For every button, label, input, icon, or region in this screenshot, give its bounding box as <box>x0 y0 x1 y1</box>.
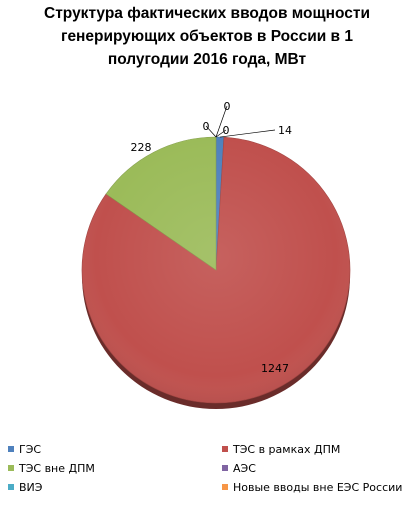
legend-swatch-4 <box>222 465 228 471</box>
legend-item-2: ТЭС в рамках ДПМ <box>222 443 340 457</box>
legend-item-5: ВИЭ <box>8 481 42 495</box>
legend-label-4: АЭС <box>233 462 256 475</box>
data-label-4: 0 <box>203 120 210 133</box>
legend-label-6: Новые вводы вне ЕЭС России <box>233 481 403 494</box>
legend-item-4: АЭС <box>222 462 256 476</box>
data-label-6: 0 <box>223 124 230 137</box>
pie-slices <box>81 136 351 409</box>
chart-title-line-3: полугодии 2016 года, МВт <box>107 51 307 68</box>
data-label-2: 1247 <box>261 362 289 375</box>
data-label-5: 0 <box>224 100 231 113</box>
legend-item-6: Новые вводы вне ЕЭС России <box>222 481 402 495</box>
legend-label-5: ВИЭ <box>19 481 43 494</box>
chart-title-line-2: генерирующих объектов в России в 1 <box>60 28 354 45</box>
legend-swatch-6 <box>222 484 228 490</box>
legend-item-1: ГЭС <box>8 443 41 457</box>
chart-title-line-1: Структура фактических вводов мощности <box>44 5 370 22</box>
chart-title: Структура фактических вводов мощности ге… <box>0 2 414 71</box>
legend-item-3: ТЭС вне ДПМ <box>8 462 95 476</box>
legend-swatch-2 <box>222 446 228 452</box>
leader-line-4 <box>205 125 217 138</box>
leader-line-1 <box>219 129 276 138</box>
data-label-1: 14 <box>278 124 292 137</box>
legend-swatch-1 <box>8 446 14 452</box>
leader-line-6 <box>215 129 227 138</box>
leader-line-5 <box>215 105 228 138</box>
legend-label-2: ТЭС в рамках ДПМ <box>233 443 341 456</box>
data-label-3: 228 <box>131 141 152 154</box>
leader-lines <box>205 105 276 138</box>
legend-swatch-3 <box>8 465 14 471</box>
legend-label-3: ТЭС вне ДПМ <box>19 462 95 475</box>
legend-swatch-5 <box>8 484 14 490</box>
legend-label-1: ГЭС <box>19 443 42 456</box>
legend: ГЭС ТЭС в рамках ДПМ ТЭС вне ДПМ АЭС ВИЭ Новы… <box>0 437 414 507</box>
